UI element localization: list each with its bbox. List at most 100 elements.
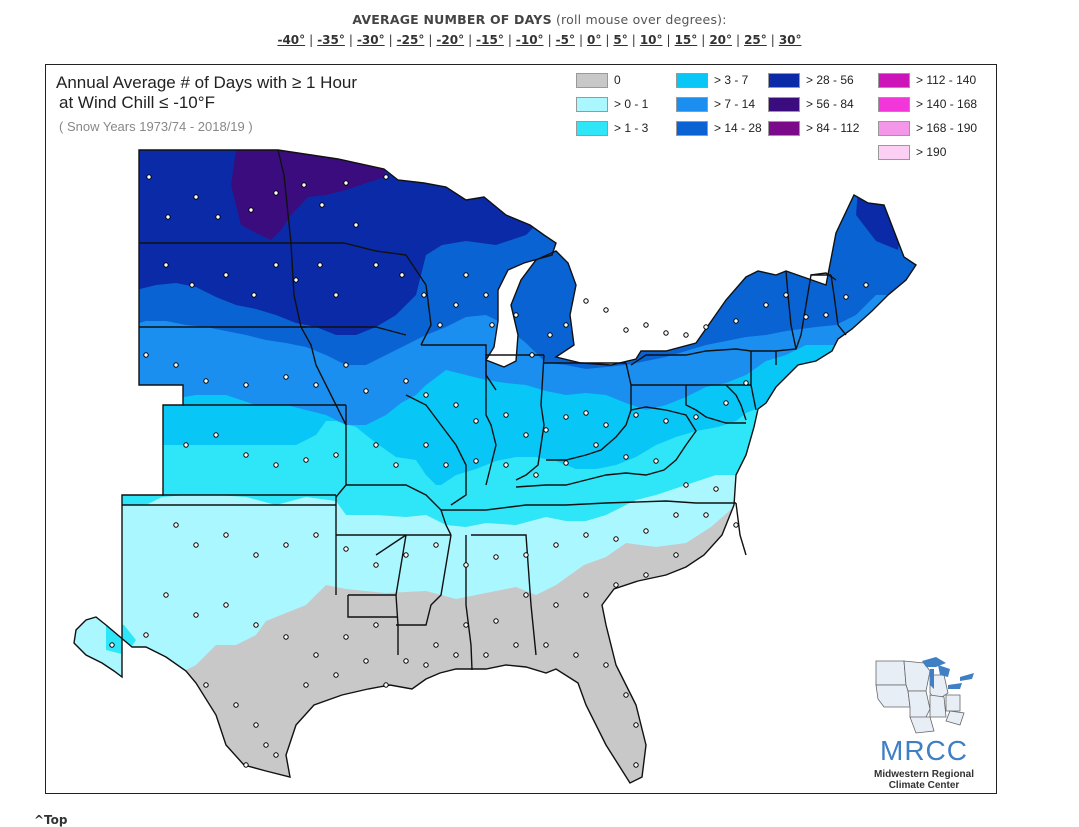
station-dot [783, 292, 789, 298]
station-dot [489, 322, 495, 328]
station-dot [423, 662, 429, 668]
legend-item: 0 [576, 72, 621, 88]
station-dot [437, 322, 443, 328]
degree-link[interactable]: 10° [639, 33, 663, 47]
logo-subtitle-line1: Midwestern Regional [873, 769, 974, 780]
station-dot [403, 552, 409, 558]
station-dot [253, 622, 259, 628]
legend-item: > 7 - 14 [676, 96, 755, 112]
legend-item: > 168 - 190 [878, 120, 977, 136]
station-dot [203, 378, 209, 384]
station-dot [603, 422, 609, 428]
degree-link[interactable]: -20° [436, 33, 465, 47]
degree-link[interactable]: 0° [587, 33, 602, 47]
station-dot [603, 662, 609, 668]
degree-link[interactable]: -5° [555, 33, 575, 47]
station-dot [373, 622, 379, 628]
degree-link[interactable]: 15° [674, 33, 698, 47]
link-separator: | [309, 33, 314, 47]
degree-link[interactable]: 25° [744, 33, 767, 47]
midwest-map-logo-icon [875, 657, 974, 734]
station-dot [763, 302, 769, 308]
station-dot [343, 362, 349, 368]
legend-swatch [676, 72, 708, 88]
station-dot [403, 378, 409, 384]
station-dot [283, 542, 289, 548]
station-dot [673, 512, 679, 518]
back-to-top-link[interactable]: ^Top [34, 813, 68, 827]
degree-link[interactable]: -25° [396, 33, 425, 47]
station-dot [663, 418, 669, 424]
legend-label: > 84 - 112 [806, 121, 860, 135]
station-dot [193, 194, 199, 200]
station-dot [663, 330, 669, 336]
station-dot [373, 562, 379, 568]
legend-label: > 168 - 190 [916, 121, 978, 135]
station-dot [146, 174, 152, 180]
station-dot [443, 462, 449, 468]
station-dot [723, 400, 729, 406]
logo-name: MRCC [880, 735, 968, 766]
station-dot [343, 546, 349, 552]
degree-link[interactable]: -10° [515, 33, 544, 47]
station-dot [543, 642, 549, 648]
station-dot [421, 292, 427, 298]
degree-link[interactable]: -40° [277, 33, 306, 47]
legend-item: > 0 - 1 [576, 96, 648, 112]
station-dot [623, 692, 629, 698]
legend-label: > 7 - 14 [714, 97, 756, 111]
logo-subtitle-line2: Climate Center [888, 780, 960, 791]
wind-chill-map [73, 149, 917, 784]
station-dot [483, 652, 489, 658]
station-dot [213, 432, 219, 438]
link-separator: | [666, 33, 671, 47]
legend-swatch [576, 120, 608, 136]
station-dot [251, 292, 257, 298]
station-dot [233, 702, 239, 708]
station-dot [643, 322, 649, 328]
link-separator: | [388, 33, 393, 47]
degree-link[interactable]: -30° [356, 33, 385, 47]
station-dot [223, 532, 229, 538]
degree-link[interactable]: 20° [709, 33, 733, 47]
station-dot [243, 382, 249, 388]
station-dot [215, 214, 221, 220]
station-dot [683, 332, 689, 338]
station-dot [223, 272, 229, 278]
station-dot [263, 742, 269, 748]
header-title-bold: AVERAGE NUMBER OF DAYS [352, 12, 552, 27]
station-dot [253, 722, 259, 728]
station-dot [513, 642, 519, 648]
legend-swatch [768, 120, 800, 136]
station-dot [173, 522, 179, 528]
station-dot [317, 262, 323, 268]
station-dot [483, 292, 489, 298]
station-dot [109, 642, 115, 648]
degree-link[interactable]: -15° [476, 33, 504, 47]
station-dot [333, 672, 339, 678]
degree-link[interactable]: 30° [778, 33, 802, 47]
link-separator: | [348, 33, 353, 47]
station-dot [333, 292, 339, 298]
station-dot [583, 298, 589, 304]
link-separator: | [547, 33, 552, 47]
station-dot [623, 327, 629, 333]
station-dot [633, 412, 639, 418]
link-separator: | [578, 33, 583, 47]
station-markers [109, 174, 869, 768]
station-dot [643, 572, 649, 578]
station-dot [693, 414, 699, 420]
station-dot [633, 762, 639, 768]
degree-link[interactable]: -35° [317, 33, 345, 47]
station-dot [313, 532, 319, 538]
link-separator: | [736, 33, 741, 47]
state-boundaries [73, 149, 917, 784]
station-dot [248, 207, 254, 213]
station-dot [193, 612, 199, 618]
legend-label: > 0 - 1 [614, 97, 649, 111]
station-dot [563, 460, 569, 466]
station-dot [703, 324, 709, 330]
degree-link[interactable]: 5° [613, 33, 628, 47]
station-dot [373, 442, 379, 448]
station-dot [623, 454, 629, 460]
